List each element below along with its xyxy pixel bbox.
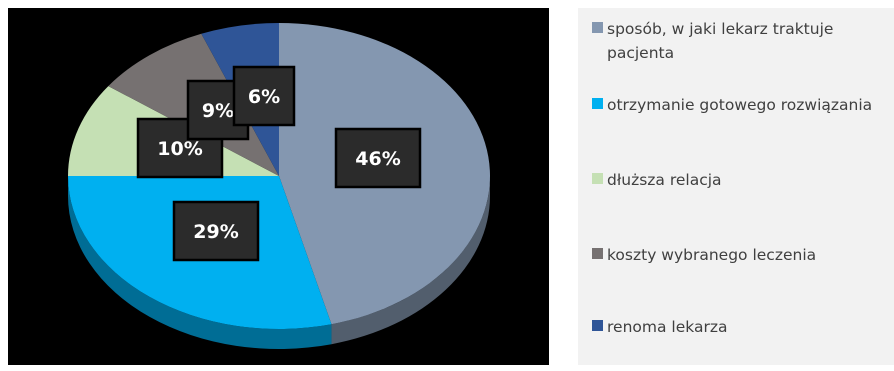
data-label-text-solution: 29% (193, 221, 238, 243)
legend-label-relationship: dłuższa relacja (607, 171, 722, 189)
legend-swatch-reputation (592, 320, 603, 331)
legend-item-reputation: renoma lekarza (592, 315, 892, 339)
legend-label-costs: koszty wybranego leczenia (607, 246, 817, 264)
legend-label-reputation: renoma lekarza (607, 318, 728, 336)
legend-item-treatment: sposób, w jaki lekarz traktuje pacjenta (592, 17, 892, 65)
data-label-text-relationship: 10% (157, 138, 202, 160)
data-label-text-treatment: 46% (355, 148, 400, 170)
data-label-text-reputation: 6% (248, 86, 280, 108)
pie-depth (68, 176, 490, 350)
legend-item-solution: otrzymanie gotowego rozwiązania (592, 93, 892, 117)
legend-swatch-treatment (592, 22, 603, 33)
data-label-box-treatment (334, 127, 422, 189)
legend-item-relationship: dłuższa relacja (592, 168, 892, 192)
data-label-reputation: 6% (232, 65, 296, 127)
data-label-box-solution (172, 200, 260, 262)
data-label-text-costs: 9% (202, 100, 234, 122)
legend-item-costs: koszty wybranego leczenia (592, 243, 892, 267)
pie-side-solution (68, 176, 332, 350)
data-label-solution: 29% (172, 200, 260, 262)
data-labels: 10% 29% 46% 9% 6% (136, 65, 422, 262)
legend-label-treatment: sposób, w jaki lekarz traktuje pacjenta (607, 20, 834, 62)
pie-side-treatment (331, 176, 490, 345)
legend-swatch-solution (592, 98, 603, 109)
data-label-box-reputation (232, 65, 296, 127)
legend: sposób, w jaki lekarz traktuje pacjenta … (578, 8, 894, 365)
legend-label-solution: otrzymanie gotowego rozwiązania (607, 96, 873, 114)
legend-swatch-relationship (592, 173, 603, 184)
legend-swatch-costs (592, 248, 603, 259)
pie-chart: 10% 29% 46% 9% 6% (68, 23, 491, 350)
chart-area: 10% 29% 46% 9% 6% (8, 8, 549, 365)
data-label-treatment: 46% (334, 127, 422, 189)
